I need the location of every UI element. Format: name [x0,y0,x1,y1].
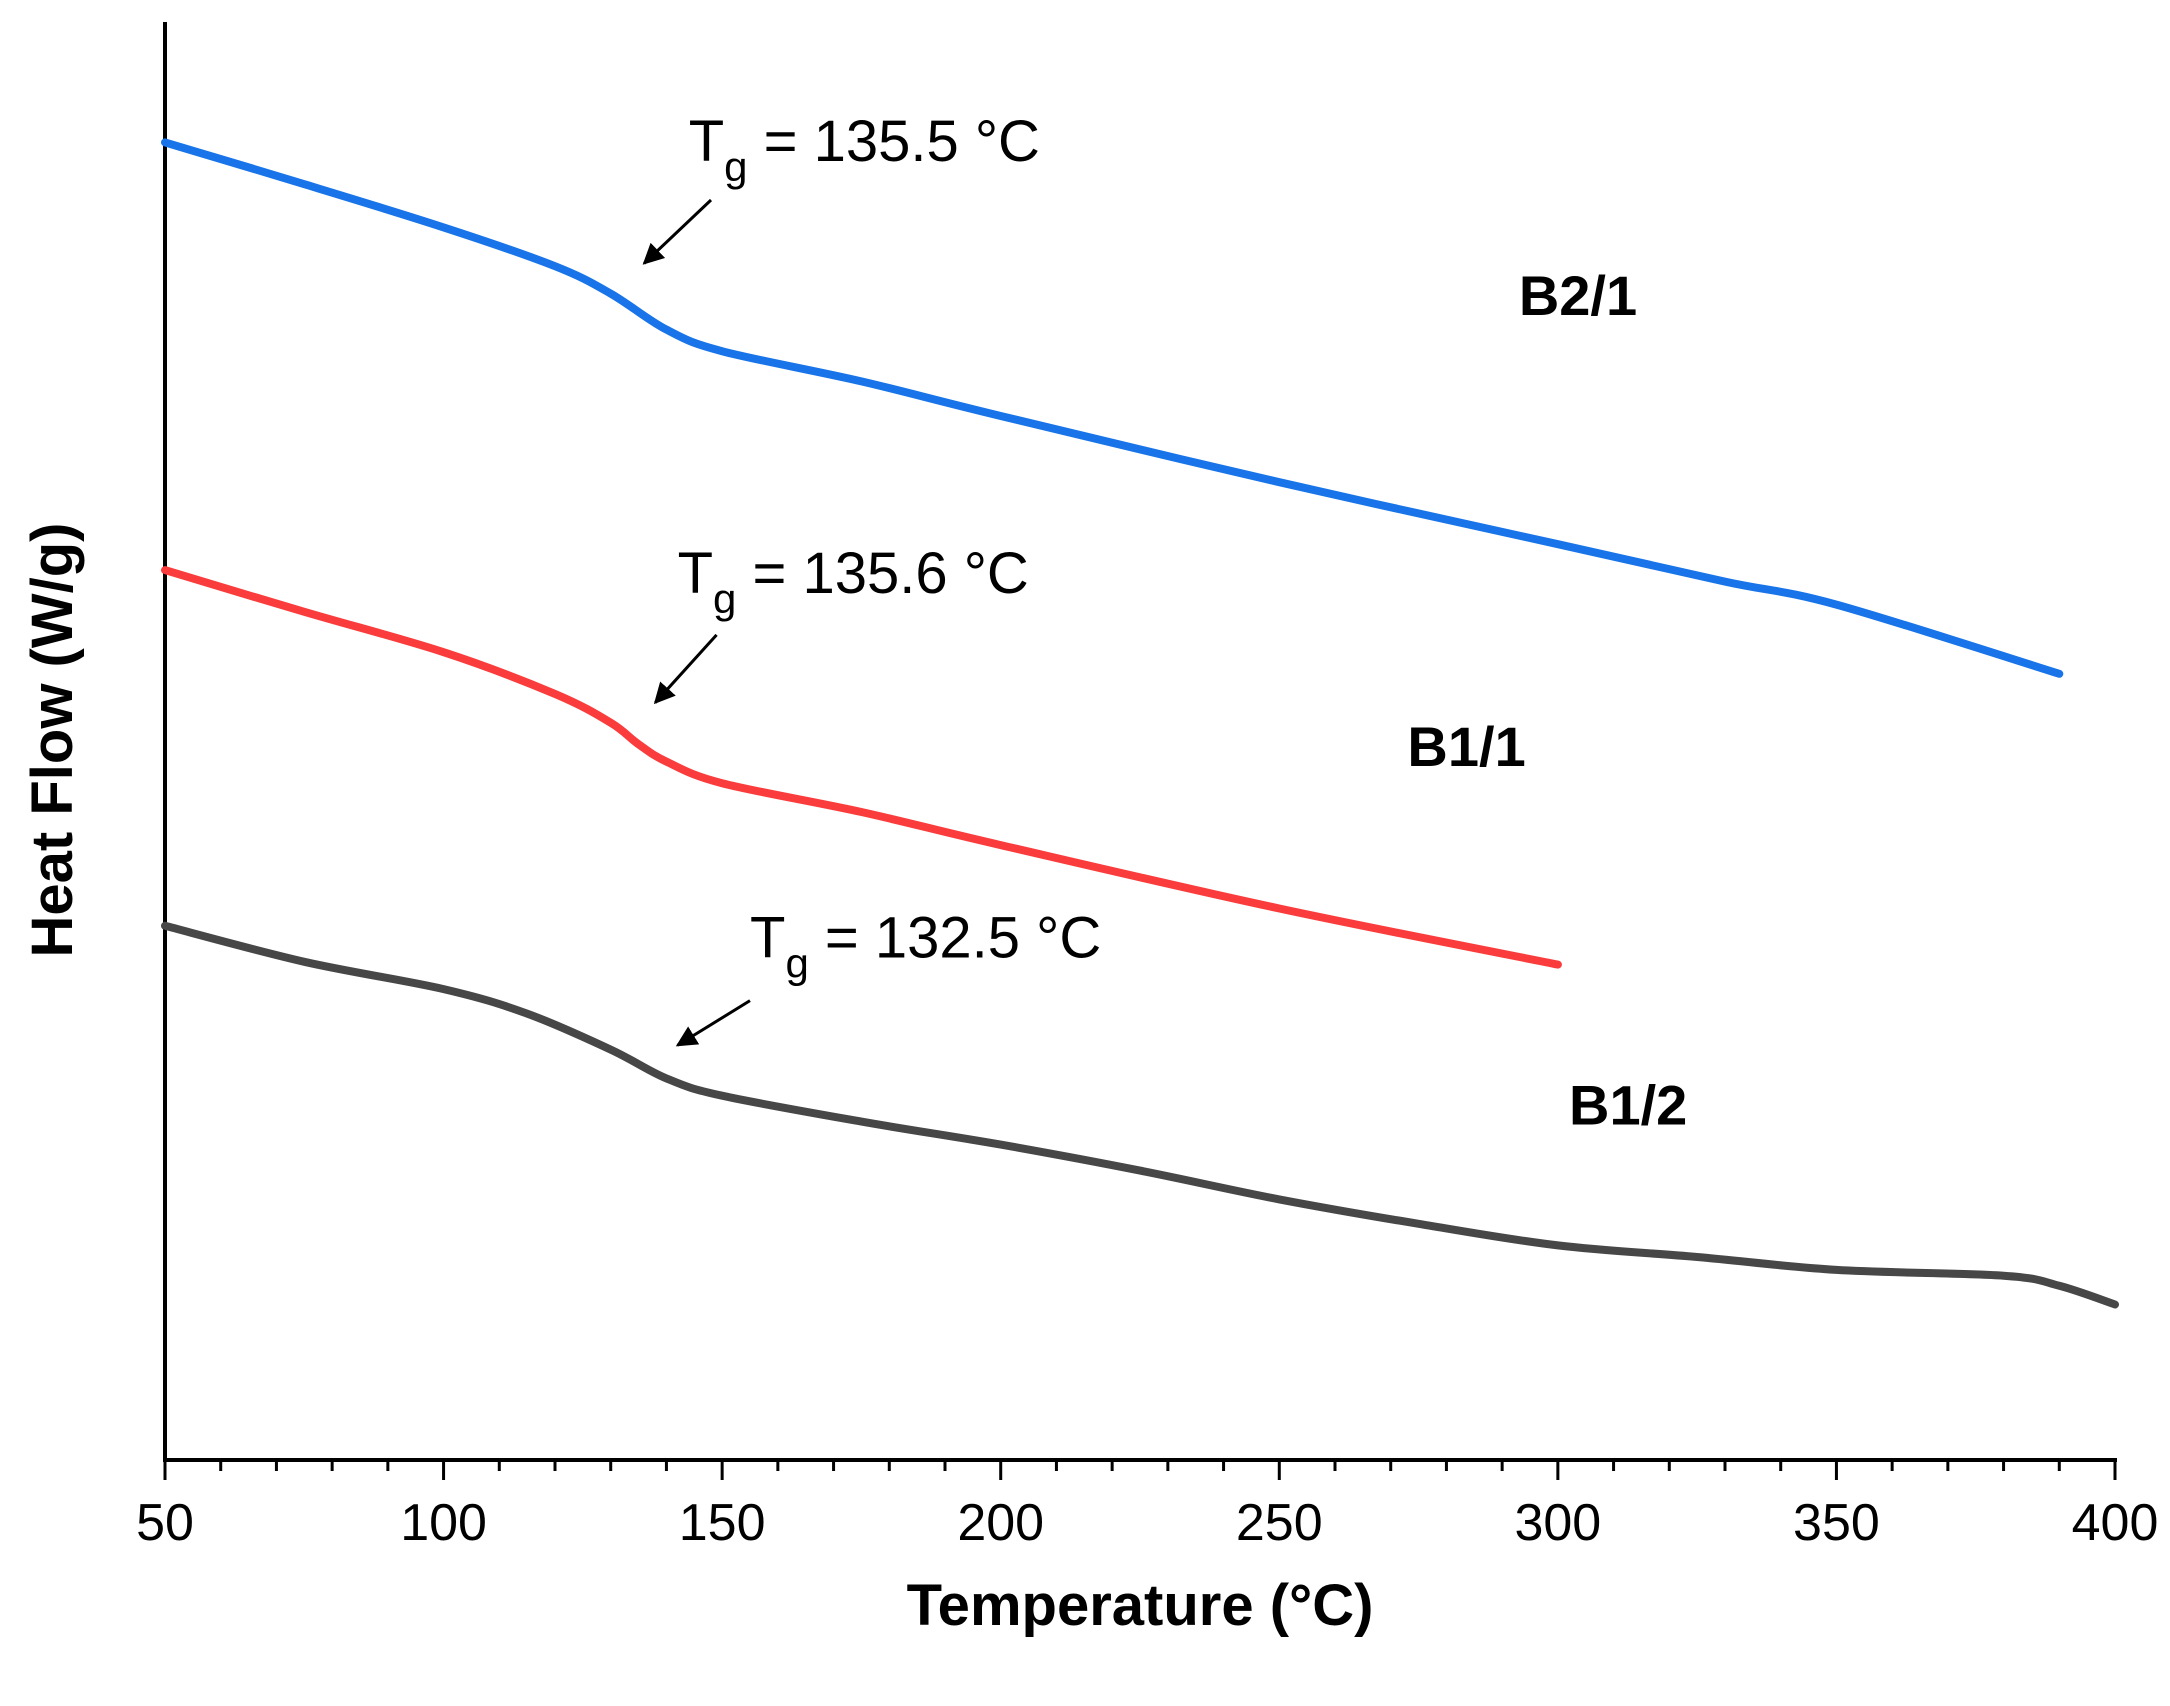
series-label-B2-1: B2/1 [1519,264,1637,327]
tg-annotation: Tg = 132.5 °C [750,905,1101,986]
x-tick-label: 50 [136,1494,194,1552]
x-tick-label: 350 [1793,1494,1880,1552]
series-layer [161,138,2119,1309]
axes [163,22,2117,1462]
annotation-layer: Tg = 135.5 °C Tg = 135.6 °C Tg = 132.5 °C [642,109,1101,1047]
x-tick-label: 300 [1514,1494,1601,1552]
y-axis-title: Heat Flow (W/g) [20,523,85,958]
x-tick-label: 150 [679,1494,766,1552]
series-label-B1-1: B1/1 [1407,715,1525,778]
x-tick-label: 100 [400,1494,487,1552]
tg-arrow [653,633,718,705]
tg-arrow [675,999,751,1047]
x-tick-label: 200 [957,1494,1044,1552]
x-tick-label: 250 [1236,1494,1323,1552]
series-label-B1-2: B1/2 [1569,1073,1687,1136]
x-axis-title: Temperature (°C) [907,1573,1374,1638]
series-line-B1-1 [161,566,1562,969]
tg-arrow [642,198,713,265]
series-line-B2-1 [161,138,2064,678]
tg-annotation: Tg = 135.5 °C [689,109,1040,190]
x-tick-label: 400 [2072,1494,2159,1552]
x-ticks: 50 100 150 200 250 300 350 400 [136,1460,2158,1552]
series-line-B1-2 [161,921,2119,1309]
series-label-layer: B2/1 B1/1 B1/2 [1407,264,1687,1136]
tg-annotation: Tg = 135.6 °C [678,541,1029,622]
